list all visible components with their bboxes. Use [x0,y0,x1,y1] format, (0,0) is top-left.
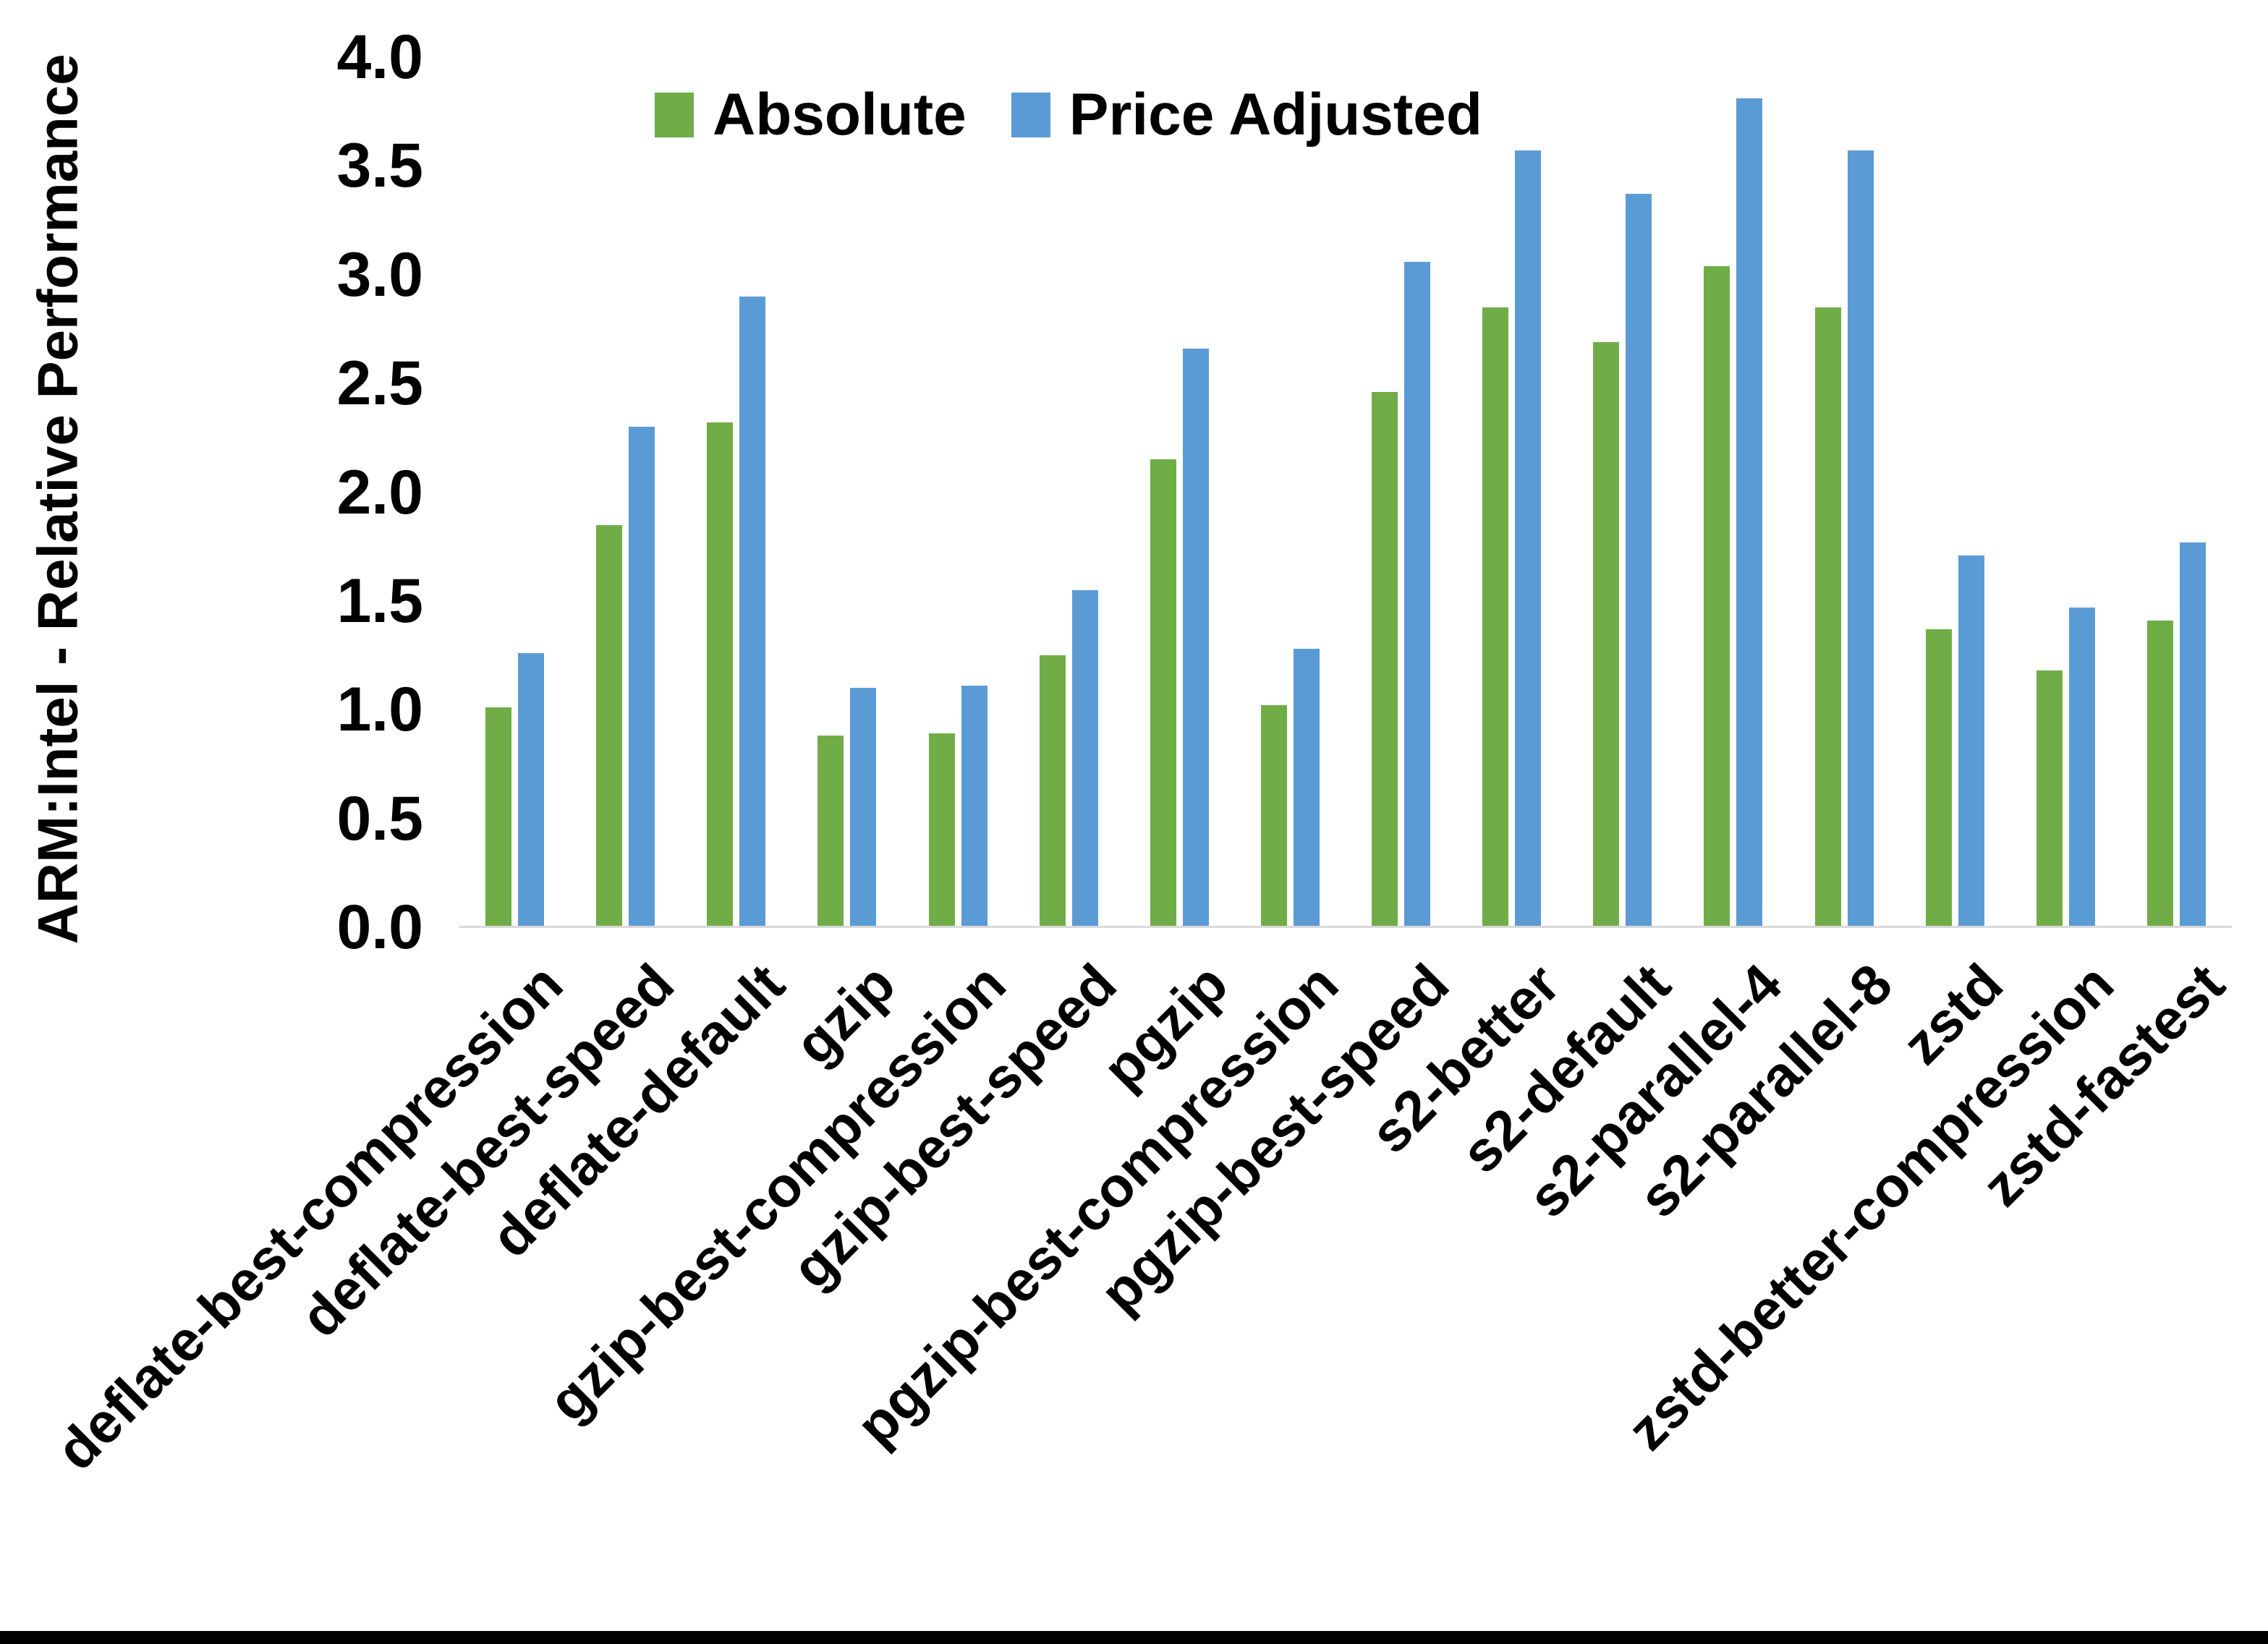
bar-absolute [1704,265,1730,927]
x-axis-line [459,926,2232,928]
bar-price-adjusted [1958,555,1984,927]
legend: Absolute Price Adjusted [655,85,1482,145]
bar-price-adjusted [1293,649,1320,927]
y-tick-label: 0.0 [336,893,423,962]
bar-absolute [2146,620,2173,927]
bar-absolute [1039,655,1066,927]
bar-price-adjusted [1071,589,1098,927]
bar-absolute [1593,341,1620,927]
y-tick-label: 1.0 [336,675,423,745]
legend-label-absolute: Absolute [713,82,967,148]
bar-absolute [1814,307,1841,927]
bar-price-adjusted [1847,150,1874,927]
bar-absolute [485,707,512,927]
bar-price-adjusted [1182,349,1209,927]
y-tick-label: 2.5 [336,349,423,419]
bar-price-adjusted [2179,542,2206,927]
y-tick-label: 4.0 [336,22,423,92]
legend-item-price-adjusted: Price Adjusted [1011,85,1482,145]
bar-absolute [1260,705,1287,927]
bar-price-adjusted [1404,261,1431,927]
legend-swatch-price-adjusted [1011,93,1050,137]
bar-price-adjusted [739,296,766,927]
y-tick-label: 0.5 [336,783,423,853]
bar-absolute [1925,629,1952,927]
bar-price-adjusted [850,688,877,927]
legend-swatch-absolute [655,93,694,137]
y-tick-label: 3.0 [336,239,423,310]
bar-price-adjusted [1515,150,1542,927]
bottom-border [0,1631,2268,1644]
bar-absolute [1482,307,1509,927]
bar-absolute [817,736,844,927]
bar-absolute [1372,392,1398,927]
y-tick-label: 1.5 [336,566,423,636]
y-axis-title: ARM:Intel - Relative Performance [25,54,90,945]
bar-absolute [1150,459,1176,927]
bar-absolute [2036,670,2063,927]
bar-price-adjusted [961,686,988,927]
bar-price-adjusted [1736,98,1763,927]
legend-label-price-adjusted: Price Adjusted [1069,82,1482,148]
bar-price-adjusted [1626,194,1652,927]
bar-price-adjusted [518,653,545,927]
bar-absolute [928,733,955,927]
y-tick-label: 3.5 [336,131,423,201]
bar-price-adjusted [2068,607,2095,927]
bar-price-adjusted [629,427,655,927]
bar-absolute [707,422,734,927]
bar-absolute [596,524,623,927]
y-tick-label: 2.0 [336,457,423,527]
legend-item-absolute: Absolute [655,85,967,145]
